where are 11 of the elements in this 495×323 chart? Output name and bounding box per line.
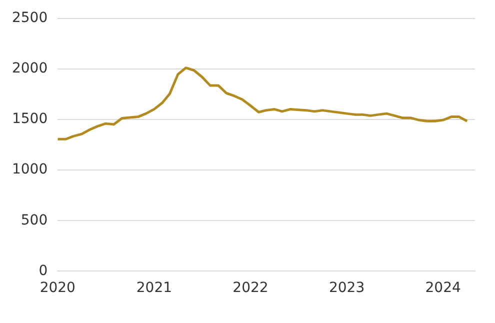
y-tick-label: 1000 bbox=[12, 162, 48, 178]
y-tick-label: 500 bbox=[20, 212, 48, 228]
x-tick-label: 2024 bbox=[425, 280, 461, 296]
y-tick-label: 1500 bbox=[12, 111, 48, 128]
y-tick-label: 2500 bbox=[12, 10, 48, 26]
y-tick-label: 2000 bbox=[12, 60, 48, 77]
y-tick-label: 0 bbox=[38, 262, 48, 279]
x-tick-label: 2022 bbox=[232, 280, 268, 296]
x-tick-label: 2023 bbox=[328, 280, 365, 296]
x-tick-label: 2020 bbox=[40, 280, 76, 296]
x-tick-label: 2021 bbox=[136, 280, 172, 296]
